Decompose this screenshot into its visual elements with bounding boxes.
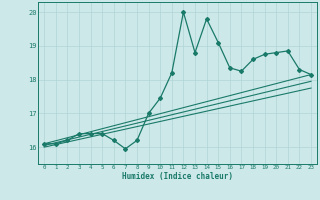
X-axis label: Humidex (Indice chaleur): Humidex (Indice chaleur) (122, 172, 233, 181)
